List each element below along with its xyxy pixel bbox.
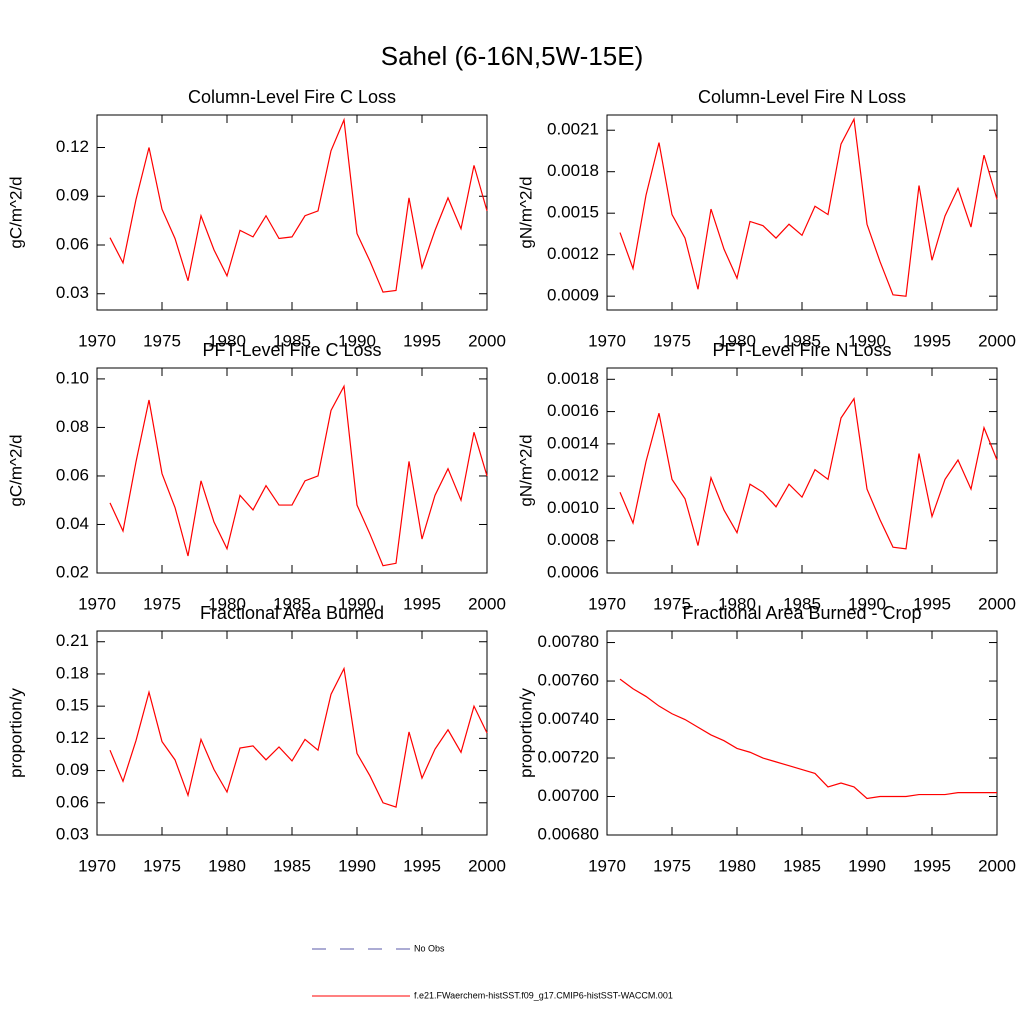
x-tick-label: 1990: [848, 594, 886, 613]
x-tick-label: 1980: [718, 594, 756, 613]
data-line: [619, 397, 998, 550]
x-tick-label: 1970: [78, 331, 116, 350]
x-tick-label: 1975: [653, 856, 691, 875]
y-tick-label: 0.0016: [547, 401, 599, 420]
y-tick-label: 0.03: [56, 283, 89, 302]
x-tick-label: 1970: [78, 594, 116, 613]
x-tick-label: 1970: [78, 856, 116, 875]
x-tick-label: 1995: [913, 331, 951, 350]
y-tick-label: 0.00680: [538, 824, 599, 843]
y-tick-label: 0.00760: [538, 671, 599, 690]
y-tick-label: 0.21: [56, 631, 89, 650]
y-tick-label: 0.08: [56, 417, 89, 436]
x-tick-label: 1995: [913, 856, 951, 875]
y-axis-label: gN/m^2/d: [516, 176, 535, 248]
y-tick-label: 0.0012: [547, 244, 599, 263]
x-tick-label: 1990: [338, 331, 376, 350]
x-tick-label: 1985: [783, 594, 821, 613]
x-tick-label: 1990: [338, 594, 376, 613]
panel-title: Column-Level Fire C Loss: [188, 87, 396, 107]
y-tick-label: 0.15: [56, 696, 89, 715]
data-line: [619, 117, 998, 297]
x-tick-label: 1985: [783, 856, 821, 875]
x-tick-label: 1980: [208, 594, 246, 613]
x-tick-label: 1975: [653, 331, 691, 350]
y-tick-label: 0.00780: [538, 632, 599, 651]
y-tick-label: 0.0015: [547, 203, 599, 222]
y-tick-label: 0.12: [56, 728, 89, 747]
data-line: [619, 678, 997, 800]
y-tick-label: 0.0012: [547, 466, 599, 485]
y-tick-label: 0.0010: [547, 498, 599, 517]
figure-title: Sahel (6-16N,5W-15E): [381, 41, 644, 71]
y-tick-label: 0.00720: [538, 748, 599, 767]
y-tick-label: 0.10: [56, 368, 89, 387]
x-tick-label: 1990: [848, 331, 886, 350]
y-axis-label: proportion/y: [516, 688, 535, 778]
y-tick-label: 0.0014: [547, 433, 599, 452]
data-line: [109, 384, 488, 567]
y-tick-label: 0.00700: [538, 786, 599, 805]
panel-title: Fractional Area Burned - Crop: [682, 603, 921, 623]
y-tick-label: 0.06: [56, 792, 89, 811]
x-tick-label: 1980: [208, 856, 246, 875]
x-tick-label: 1975: [143, 856, 181, 875]
x-tick-label: 1975: [143, 331, 181, 350]
y-tick-label: 0.12: [56, 137, 89, 156]
x-tick-label: 2000: [468, 594, 506, 613]
y-tick-label: 0.03: [56, 824, 89, 843]
x-tick-label: 1990: [338, 856, 376, 875]
y-tick-label: 0.0018: [547, 161, 599, 180]
x-tick-label: 1990: [848, 856, 886, 875]
y-tick-label: 0.09: [56, 760, 89, 779]
x-tick-label: 1995: [403, 331, 441, 350]
x-tick-label: 1985: [273, 331, 311, 350]
legend-label: No Obs: [414, 943, 445, 953]
legend-label: f.e21.FWaerchem-histSST.f09_g17.CMIP6-hi…: [414, 990, 673, 1000]
panel-title: Column-Level Fire N Loss: [698, 87, 906, 107]
panel-title: PFT-Level Fire N Loss: [712, 340, 891, 360]
y-axis-label: gC/m^2/d: [6, 176, 25, 248]
x-tick-label: 1970: [588, 856, 626, 875]
y-tick-label: 0.06: [56, 465, 89, 484]
x-tick-label: 1985: [273, 594, 311, 613]
x-tick-label: 1985: [273, 856, 311, 875]
x-tick-label: 1970: [588, 331, 626, 350]
x-tick-label: 1975: [653, 594, 691, 613]
x-tick-label: 1980: [718, 331, 756, 350]
y-tick-label: 0.0006: [547, 562, 599, 581]
x-tick-label: 1995: [403, 856, 441, 875]
x-tick-label: 1980: [718, 856, 756, 875]
y-tick-label: 0.02: [56, 562, 89, 581]
y-tick-label: 0.00740: [538, 709, 599, 728]
y-tick-label: 0.0018: [547, 369, 599, 388]
y-tick-label: 0.0021: [547, 120, 599, 139]
x-tick-label: 2000: [468, 856, 506, 875]
y-tick-label: 0.04: [56, 514, 89, 533]
x-tick-label: 2000: [468, 331, 506, 350]
panel-title: Fractional Area Burned: [200, 603, 384, 623]
data-line: [109, 117, 488, 293]
y-tick-label: 0.0009: [547, 286, 599, 305]
x-tick-label: 1970: [588, 594, 626, 613]
y-tick-label: 0.18: [56, 663, 89, 682]
y-axis-label: gC/m^2/d: [6, 434, 25, 506]
data-line: [109, 666, 488, 808]
x-tick-label: 1980: [208, 331, 246, 350]
y-tick-label: 0.06: [56, 234, 89, 253]
x-tick-label: 2000: [978, 856, 1016, 875]
x-tick-label: 1975: [143, 594, 181, 613]
y-tick-label: 0.09: [56, 186, 89, 205]
x-tick-label: 2000: [978, 594, 1016, 613]
y-axis-label: proportion/y: [6, 688, 25, 778]
x-tick-label: 1985: [783, 331, 821, 350]
x-tick-label: 1995: [913, 594, 951, 613]
panel-title: PFT-Level Fire C Loss: [202, 340, 381, 360]
y-tick-label: 0.0008: [547, 530, 599, 549]
y-axis-label: gN/m^2/d: [516, 434, 535, 506]
x-tick-label: 1995: [403, 594, 441, 613]
x-tick-label: 2000: [978, 331, 1016, 350]
